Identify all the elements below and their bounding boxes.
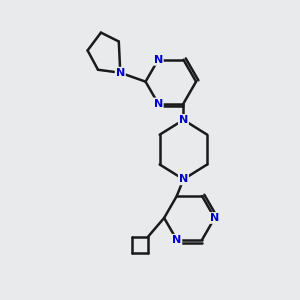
Text: N: N bbox=[172, 235, 182, 245]
Text: N: N bbox=[210, 213, 219, 223]
Text: N: N bbox=[154, 98, 163, 109]
Text: N: N bbox=[154, 55, 163, 65]
Text: N: N bbox=[179, 174, 188, 184]
Text: N: N bbox=[116, 68, 125, 78]
Text: N: N bbox=[179, 115, 188, 125]
